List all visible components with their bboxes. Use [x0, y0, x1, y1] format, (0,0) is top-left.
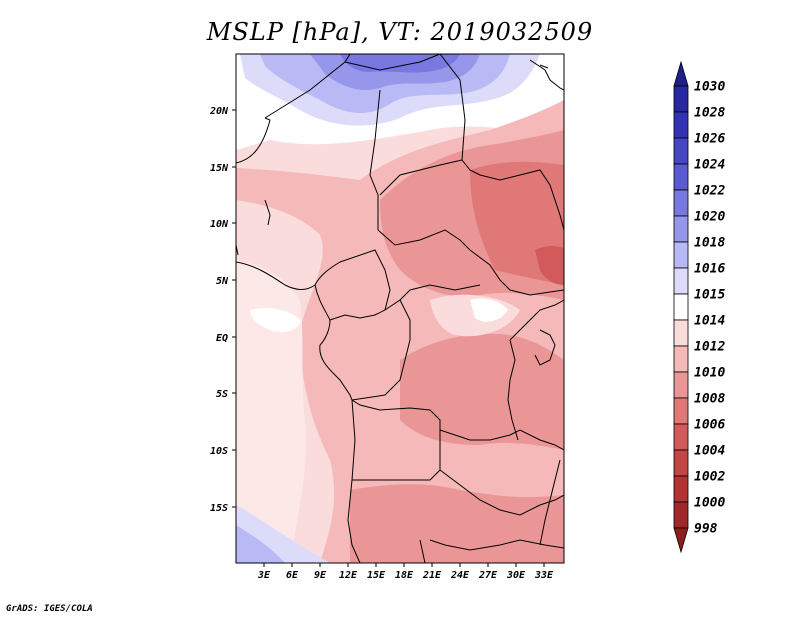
- lon-tick-label: 24E: [450, 570, 470, 581]
- colorbar-label: 1016: [694, 262, 725, 277]
- field-1014-patch1: [250, 308, 300, 332]
- field-1008-south: [350, 484, 564, 563]
- colorbar-swatch: [673, 189, 689, 217]
- colorbar-label: 1026: [694, 132, 725, 147]
- field-1013-west: [236, 260, 307, 563]
- colorbar-label: 1004: [694, 444, 725, 459]
- lon-tick-label: 12E: [339, 570, 358, 581]
- grads-credit: GrADS: IGES/COLA: [6, 604, 93, 614]
- lon-ticks: 3E 6E 9E 12E 15E 18E 21E 24E 27E 30E 33E: [257, 563, 554, 581]
- colorbar-swatch: [673, 241, 689, 269]
- colorbar-label: 1002: [694, 470, 725, 485]
- lon-tick-label: 9E: [314, 570, 327, 581]
- colorbar-swatch: [673, 85, 689, 113]
- colorbar-swatch: [673, 423, 689, 451]
- colorbar-label: 1024: [694, 158, 725, 173]
- lon-tick-label: 3E: [257, 570, 271, 581]
- lat-tick-label: 5S: [216, 389, 228, 400]
- lon-tick-label: 33E: [534, 570, 554, 581]
- colorbar-label: 1008: [694, 392, 725, 407]
- colorbar-bottom-arrow: [673, 527, 689, 554]
- map-frame: [235, 53, 565, 564]
- colorbar-label: 1028: [694, 106, 725, 121]
- lon-tick-label: 15E: [367, 570, 386, 581]
- colorbar-swatch: [673, 163, 689, 191]
- colorbar-swatch: [673, 319, 689, 347]
- colorbar-top-arrow: [673, 60, 689, 87]
- chart-title: MSLP [hPa], VT: 2019032509: [206, 18, 594, 46]
- colorbar-label: 1020: [694, 210, 725, 225]
- colorbar-swatch: [673, 111, 689, 139]
- lon-tick-label: 27E: [478, 570, 498, 581]
- colorbar-label: 1018: [694, 236, 725, 251]
- lon-tick-label: 6E: [286, 570, 299, 581]
- lon-tick-label: 18E: [395, 570, 414, 581]
- colorbar-swatch: [673, 293, 689, 321]
- political-boundaries: [236, 54, 564, 563]
- lat-tick-label: EQ: [216, 333, 228, 344]
- colorbar-swatch: [673, 501, 689, 529]
- colorbar-swatch: [673, 371, 689, 399]
- colorbar: 1030 1028 1026 1024 1022 1020 1018 1016 1015 1014…: [673, 60, 725, 554]
- colorbar-label: 1022: [694, 184, 725, 199]
- lat-tick-label: 20N: [209, 106, 229, 117]
- lat-tick-label: 10S: [210, 446, 228, 457]
- lon-tick-label: 21E: [422, 570, 442, 581]
- colorbar-swatch: [673, 215, 689, 243]
- pressure-field: [236, 54, 564, 563]
- colorbar-label: 1010: [694, 366, 725, 381]
- field-1014-patch3: [470, 298, 508, 322]
- colorbar-label: 1015: [694, 288, 725, 303]
- lat-tick-label: 5N: [216, 276, 229, 287]
- colorbar-label: 1006: [694, 418, 725, 433]
- colorbar-swatch: [673, 475, 689, 503]
- lat-tick-label: 15N: [210, 163, 229, 174]
- lat-tick-label: 15S: [210, 503, 228, 514]
- lon-tick-label: 30E: [506, 570, 526, 581]
- field-1016-sw: [236, 525, 285, 563]
- colorbar-swatch: [673, 345, 689, 373]
- colorbar-label: 1014: [694, 314, 725, 329]
- field-1004-east: [535, 245, 564, 285]
- colorbar-label: 998: [694, 522, 718, 537]
- colorbar-label: 1012: [694, 340, 725, 355]
- colorbar-swatch: [673, 137, 689, 165]
- colorbar-swatch: [673, 449, 689, 477]
- colorbar-swatch: [673, 397, 689, 425]
- colorbar-swatch: [673, 267, 689, 295]
- lat-tick-label: 10N: [210, 219, 229, 230]
- colorbar-label: 1030: [694, 80, 725, 95]
- lat-ticks: 20N 15N 10N 5N EQ 5S 10S 15S: [209, 106, 236, 514]
- colorbar-label: 1000: [694, 496, 725, 511]
- field-1008-congo: [400, 333, 564, 450]
